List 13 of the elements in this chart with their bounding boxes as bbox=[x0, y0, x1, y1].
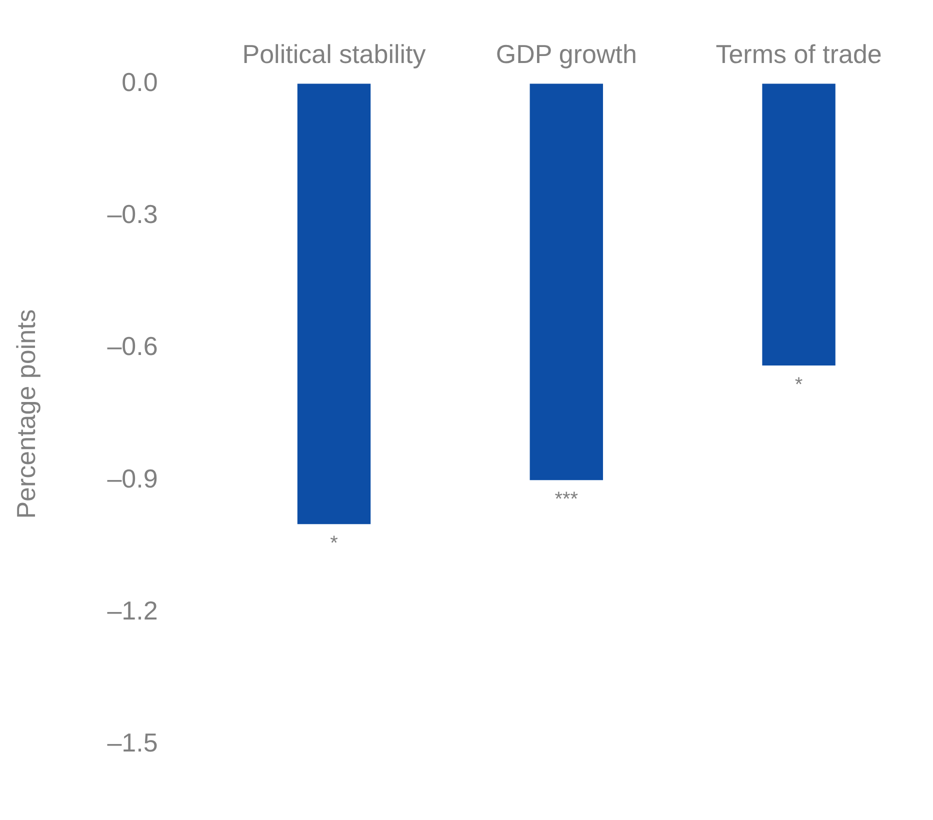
x-tick-label: Political stability bbox=[242, 39, 426, 70]
x-tick-label: GDP growth bbox=[496, 39, 637, 70]
y-tick-label: –1.2 bbox=[107, 595, 158, 626]
y-tick-label: 0.0 bbox=[122, 66, 158, 97]
x-tick-label: Terms of trade bbox=[716, 39, 882, 70]
annotation: * bbox=[330, 532, 338, 555]
y-axis-title: Percentage points bbox=[10, 309, 41, 519]
y-tick-label: –0.6 bbox=[107, 331, 158, 362]
annotation: * bbox=[794, 374, 803, 396]
y-tick-label: –0.9 bbox=[107, 463, 158, 494]
annotation: *** bbox=[554, 488, 578, 511]
y-tick-label: –0.3 bbox=[107, 198, 158, 229]
y-tick-label: –1.5 bbox=[107, 728, 158, 758]
